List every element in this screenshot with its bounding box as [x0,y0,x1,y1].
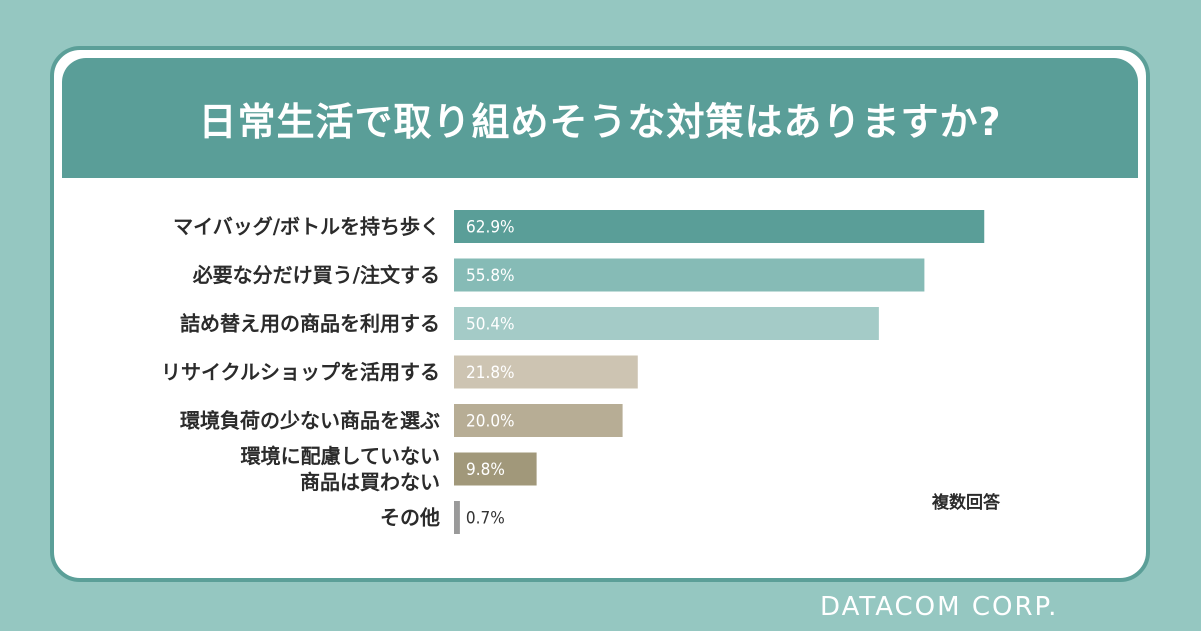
bar-5 [454,452,537,486]
value-label-6: 0.7% [466,509,505,529]
category-label-3: リサイクルショップを活用する [161,360,440,384]
bar-6 [454,501,460,534]
category-label-5: 環境に配慮していない商品は買わない [241,444,440,494]
chart-card: 日常生活で取り組めそうな対策はありますか? [50,46,1150,582]
category-label-0: マイバッグ/ボトルを持ち歩く [173,215,440,239]
value-label-0: 62.9% [466,218,515,238]
title-banner: 日常生活で取り組めそうな対策はありますか? [62,58,1138,178]
value-label-5: 9.8% [466,460,505,480]
bar-4 [454,404,623,437]
chart-title: 日常生活で取り組めそうな対策はありますか? [198,99,1002,144]
bar-0 [454,210,985,243]
bar-2 [454,307,879,340]
category-label-4: 環境負荷の少ない商品を選ぶ [180,409,440,433]
value-label-3: 21.8% [466,363,515,383]
category-label-1: 必要な分だけ買う/注文する [192,263,440,287]
bar-3 [454,355,638,389]
value-label-2: 50.4% [466,315,515,335]
value-label-4: 20.0% [466,412,515,432]
category-label-2: 詰め替え用の商品を利用する [180,312,440,336]
value-label-1: 55.8% [466,266,515,286]
bar-1 [454,258,925,292]
multiple-answers-note: 複数回答 [932,493,1000,513]
brand-logo-text: DATACOM CORP. [820,592,1059,622]
category-label-6: その他 [380,506,440,530]
